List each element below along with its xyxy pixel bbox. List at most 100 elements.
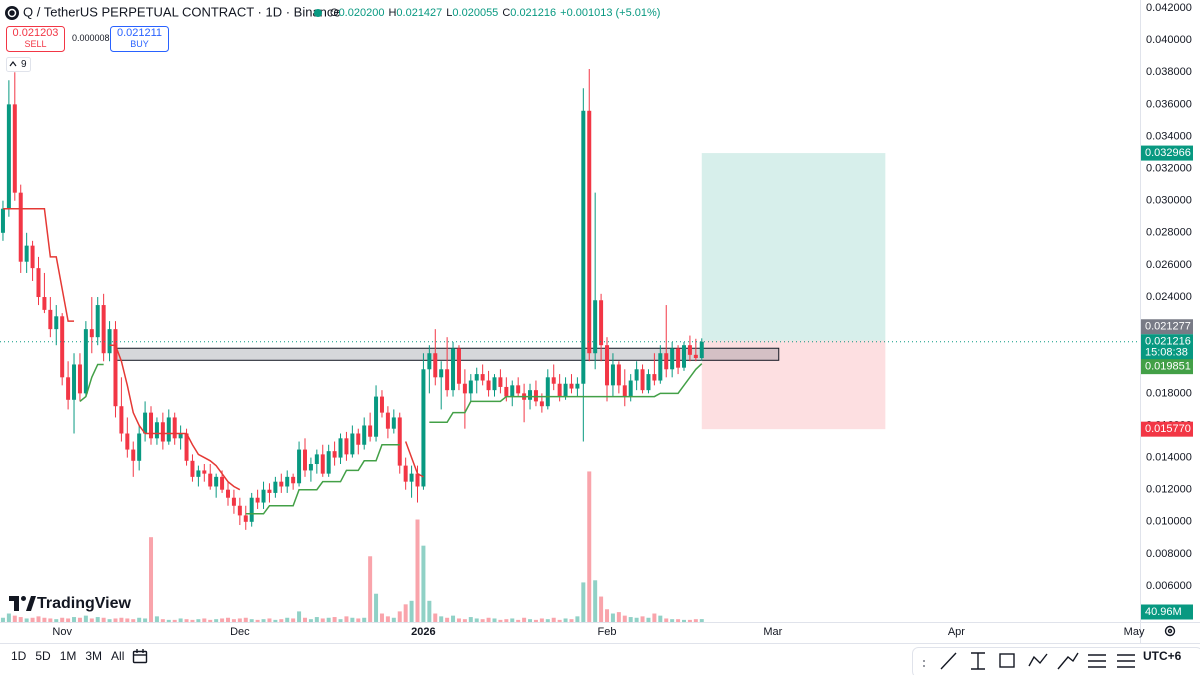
volume-bar	[439, 616, 443, 622]
candle-body	[540, 401, 544, 406]
logo-mark	[21, 596, 26, 601]
candle-body	[688, 345, 692, 355]
volume-bar	[599, 597, 603, 622]
candle-body	[421, 369, 425, 486]
volume-bar	[534, 620, 538, 622]
candle-body	[167, 417, 171, 441]
volume-bar	[1, 618, 5, 622]
range-button[interactable]: 1M	[60, 649, 77, 663]
candle-body	[137, 434, 141, 461]
range-button[interactable]: 5D	[35, 649, 51, 663]
candle-body	[262, 490, 266, 503]
candle-body	[42, 297, 46, 310]
y-tick-label: 0.042000	[1146, 2, 1192, 14]
candle-body	[173, 417, 177, 438]
logo-text: TradingView	[37, 595, 132, 612]
volume-bar	[220, 618, 224, 622]
candle-body	[410, 474, 414, 482]
volume-bar	[368, 556, 372, 622]
candle-body	[84, 329, 88, 393]
volume-bar	[510, 618, 514, 622]
candle-body	[552, 377, 556, 383]
volume-bar	[350, 618, 354, 622]
volume-bar	[66, 618, 70, 622]
volume-bar	[36, 616, 40, 622]
y-tick-label: 0.014000	[1146, 451, 1192, 463]
volume-bar	[646, 618, 650, 622]
volume-bar	[492, 618, 496, 622]
x-tick-label: Apr	[948, 626, 965, 638]
candle-body	[416, 474, 420, 487]
volume-bar	[427, 601, 431, 622]
volume-bar	[457, 618, 461, 622]
volume-bar	[155, 616, 159, 622]
volume-bar	[262, 619, 266, 622]
volume-bar	[161, 619, 165, 622]
volume-bar	[214, 619, 218, 622]
volume-bar	[504, 619, 508, 622]
y-tick-label: 0.006000	[1146, 580, 1192, 592]
candle-body	[652, 374, 656, 380]
change: +0.001013 (+5.01%)	[560, 7, 660, 19]
range-button[interactable]: 1D	[11, 649, 27, 663]
x-tick-label: 2026	[411, 626, 435, 638]
indicators-toggle[interactable]	[7, 58, 31, 72]
range-button[interactable]: All	[111, 649, 124, 663]
y-tick-label: 0.040000	[1146, 34, 1192, 46]
entry-price-label: 0.021277	[1145, 321, 1191, 333]
candle-body	[333, 451, 337, 457]
candle-body	[368, 425, 372, 436]
volume-bar	[546, 619, 550, 622]
candle-body	[658, 353, 662, 380]
candle-body	[516, 385, 520, 393]
candle-body	[149, 413, 153, 439]
spread: 0.000008	[72, 33, 110, 43]
candle-body	[487, 381, 491, 391]
volume-bar	[309, 619, 313, 622]
symbol-title[interactable]: Q / TetherUS PERPETUAL CONTRACT · 1D · B…	[23, 4, 341, 19]
volume-bar	[380, 614, 384, 622]
candle-body	[19, 193, 23, 262]
range-button[interactable]: 3M	[85, 649, 102, 663]
volume-bar	[688, 620, 692, 622]
ohlc-value: 0.021427	[396, 7, 442, 19]
volume-bar	[410, 601, 414, 622]
volume-label: 40.96M	[1145, 606, 1182, 618]
volume-bar	[54, 619, 58, 622]
candle-body	[546, 377, 550, 406]
candle-body	[700, 342, 704, 358]
candle-body	[374, 397, 378, 437]
volume-bar	[113, 618, 117, 622]
candle-body	[131, 450, 135, 461]
candle-body	[339, 438, 343, 457]
candle-body	[646, 374, 650, 390]
volume-bar	[279, 619, 283, 622]
y-tick-label: 0.018000	[1146, 387, 1192, 399]
volume-bar	[84, 616, 88, 622]
buy-label: BUY	[130, 39, 149, 49]
volume-bar	[700, 619, 704, 622]
volume-bar	[327, 618, 331, 622]
volume-bar	[250, 619, 254, 622]
candle-body	[575, 384, 579, 389]
volume-bar	[13, 616, 17, 622]
volume-bar	[226, 618, 230, 622]
y-tick-label: 0.008000	[1146, 548, 1192, 560]
volume-bar	[7, 614, 11, 622]
volume-bar	[238, 618, 242, 622]
volume-bar	[179, 618, 183, 622]
candle-body	[321, 454, 325, 473]
timezone[interactable]: UTC+6	[1143, 649, 1182, 663]
candle-body	[629, 381, 633, 397]
candle-body	[226, 490, 230, 498]
y-tick-label: 0.026000	[1146, 259, 1192, 271]
candle-body	[350, 434, 354, 455]
volume-bar	[19, 617, 23, 622]
candle-body	[392, 417, 396, 428]
volume-bar	[421, 546, 425, 622]
volume-bar	[297, 611, 301, 622]
candle-body	[427, 353, 431, 369]
volume-bar	[623, 616, 627, 622]
volume-bar	[558, 620, 562, 622]
